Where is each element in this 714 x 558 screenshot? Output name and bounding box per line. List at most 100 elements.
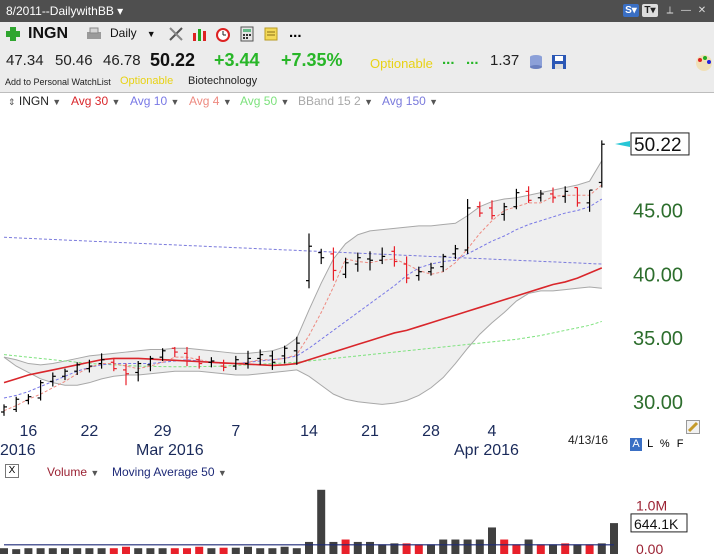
ohlc-bar	[525, 186, 532, 203]
calculator-icon[interactable]	[239, 26, 255, 47]
legend-symbol[interactable]: ⇕ INGN ▼	[8, 94, 62, 108]
legend-avg10[interactable]: Avg 10 ▼	[130, 94, 180, 108]
ohlc-bar	[110, 358, 117, 372]
period-dropdown[interactable]: Daily ▼	[110, 26, 156, 40]
ohlc-bar	[476, 201, 483, 217]
y-tick-label: 45.00	[633, 201, 683, 223]
minimize-icon[interactable]: —	[681, 5, 691, 16]
volume-bar	[561, 543, 570, 554]
volume-bar	[549, 544, 557, 554]
legend-avg50[interactable]: Avg 50 ▼	[240, 94, 290, 108]
database-icon[interactable]	[528, 54, 544, 75]
legend-avg4[interactable]: Avg 4 ▼	[189, 94, 232, 108]
ohlc-bar	[428, 262, 434, 276]
ohlc-bar	[501, 202, 508, 221]
symbol-label[interactable]: INGN	[28, 25, 68, 42]
ohlc-bar	[379, 247, 386, 265]
bollinger-lower-line	[3, 286, 602, 405]
volume-bar	[24, 548, 33, 554]
option-f[interactable]: F	[676, 438, 684, 450]
volume-bar	[475, 539, 484, 554]
option-a[interactable]: A	[630, 438, 642, 451]
ohlc-bar	[37, 380, 44, 401]
ohlc-bar	[269, 350, 276, 370]
ohlc-bar	[1, 404, 7, 416]
volume-bar	[280, 546, 289, 554]
x-tick-label: 14	[300, 423, 318, 440]
x-tick-label: 16	[20, 423, 38, 440]
volume-bar	[85, 548, 94, 554]
save-disk-icon[interactable]	[551, 54, 567, 75]
stockcharts-s-button[interactable]: S▾	[623, 4, 639, 17]
avg4-line	[3, 184, 603, 412]
chart-type-icon[interactable]	[192, 26, 208, 47]
alarm-clock-icon[interactable]	[215, 26, 231, 47]
more-menu[interactable]: ...	[289, 24, 302, 41]
volume-bar	[48, 548, 57, 554]
ellipsis-2[interactable]: ...	[466, 51, 479, 68]
volume-bar	[317, 489, 326, 554]
ma50-label[interactable]: Moving Average 50 ▼	[112, 465, 227, 479]
x-tick-label: 4	[488, 423, 497, 440]
ohlc-bar	[159, 348, 166, 361]
pin-icon[interactable]: ⟂	[666, 5, 674, 16]
close-panel-button[interactable]: X	[5, 464, 19, 478]
high-price: 50.46	[55, 52, 93, 69]
option-l[interactable]: L	[647, 438, 653, 450]
avg10-line	[3, 198, 603, 399]
window-title[interactable]: 8/2011--DailywithBB ▾	[6, 4, 124, 18]
price-chart[interactable]: 45.00 40.00 35.00 30.00 50.22 16 22 29 7 14 21 28 4 2…	[0, 110, 714, 460]
legend-avg150[interactable]: Avg 150 ▼	[382, 94, 439, 108]
ellipsis-1[interactable]: ...	[442, 51, 455, 68]
ratio-value: 1.37	[490, 52, 520, 69]
add-plus-icon[interactable]	[5, 26, 21, 42]
volume-bar	[536, 544, 545, 554]
volume-last-label: 644.1K	[634, 516, 679, 532]
ohlc-bar	[306, 233, 312, 289]
volume-bar	[207, 548, 216, 554]
volume-chart[interactable]: 1.0M 0.00 644.1K	[0, 481, 714, 558]
price-change: +3.44	[214, 50, 260, 70]
volume-bar	[488, 527, 496, 554]
print-icon[interactable]	[86, 27, 102, 41]
ohlc-bar	[86, 359, 93, 373]
optionable-flag: Optionable	[370, 56, 433, 71]
volume-label[interactable]: Volume ▼	[47, 465, 100, 479]
legend-bband[interactable]: BBand 15 2 ▼	[298, 94, 373, 108]
quote-panel: 47.34 50.46 46.78 50.22 +3.44 +7.35% Opt…	[0, 48, 714, 93]
ohlc-bar	[123, 363, 129, 386]
option-pct[interactable]: %	[659, 438, 670, 450]
ohlc-bar	[74, 362, 81, 376]
volume-last-box	[630, 513, 688, 533]
volume-bar	[0, 548, 8, 554]
ohlc-bar	[245, 350, 251, 369]
volume-tick-label: 0.00	[636, 541, 663, 557]
volume-bar	[500, 539, 509, 554]
ohlc-bar	[98, 353, 105, 369]
volume-bar	[463, 539, 472, 554]
volume-bar	[268, 548, 277, 554]
volume-bar	[36, 548, 45, 554]
close-icon[interactable]: ✕	[697, 5, 707, 16]
ohlc-bar	[281, 345, 288, 364]
volume-bar	[414, 544, 423, 554]
open-price: 47.34	[6, 52, 44, 69]
legend-avg30[interactable]: Avg 30 ▼	[71, 94, 121, 108]
tools-t-button[interactable]: T▾	[642, 4, 658, 17]
month-label: 2016	[0, 442, 36, 459]
ohlc-bar	[13, 396, 20, 412]
volume-bar	[219, 547, 228, 554]
notes-icon[interactable]	[263, 26, 279, 47]
ohlc-bar	[489, 200, 495, 220]
low-price: 46.78	[103, 52, 141, 69]
y-tick-label: 35.00	[633, 328, 683, 350]
color-palette-icon[interactable]	[695, 54, 713, 77]
draw-tools-icon[interactable]	[168, 26, 184, 47]
add-to-watchlist-link[interactable]: Add to Personal WatchList	[5, 77, 111, 87]
last-price-box	[630, 132, 690, 156]
industry-label[interactable]: Biotechnology	[188, 75, 258, 87]
volume-bar	[378, 544, 387, 554]
volume-bar	[585, 544, 594, 554]
pencil-icon[interactable]	[686, 420, 700, 439]
ohlc-bar	[293, 336, 300, 365]
